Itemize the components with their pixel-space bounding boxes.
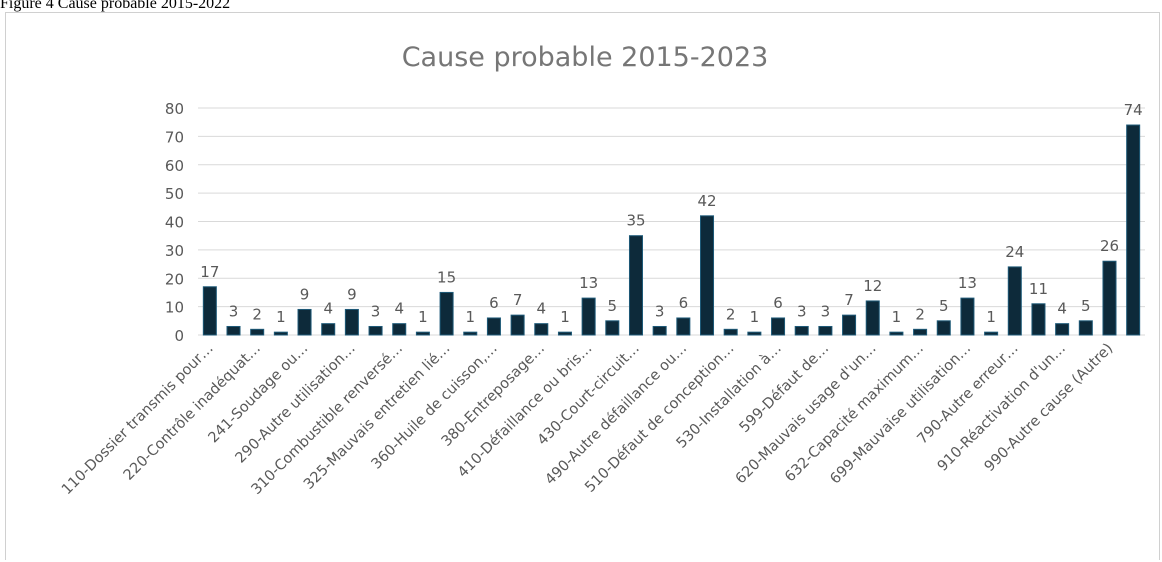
data-label: 11 bbox=[1029, 280, 1048, 298]
data-label: 3 bbox=[371, 302, 381, 320]
y-tick-label: 10 bbox=[165, 299, 184, 317]
data-label: 6 bbox=[489, 294, 499, 312]
bar bbox=[1102, 260, 1117, 336]
data-label: 1 bbox=[276, 308, 286, 326]
bar bbox=[1007, 266, 1022, 336]
data-label: 13 bbox=[958, 274, 977, 292]
chart-frame bbox=[5, 12, 1160, 560]
data-label: 1 bbox=[418, 308, 428, 326]
data-label: 5 bbox=[608, 297, 618, 315]
y-tick-label: 60 bbox=[165, 157, 184, 175]
bars bbox=[202, 124, 1141, 336]
data-label: 42 bbox=[697, 192, 716, 210]
data-label: 7 bbox=[513, 291, 523, 309]
bar bbox=[557, 331, 572, 336]
bar bbox=[226, 325, 241, 336]
bar bbox=[818, 325, 833, 336]
bar bbox=[628, 235, 643, 336]
x-axis-ticks: 110-Dossier transmis pour…220-Contrôle i… bbox=[59, 341, 1116, 499]
chart-title: Cause probable 2015-2023 bbox=[402, 42, 769, 73]
data-label: 4 bbox=[1057, 300, 1067, 318]
y-tick-label: 30 bbox=[165, 242, 184, 260]
data-label: 74 bbox=[1124, 101, 1143, 119]
data-label: 15 bbox=[437, 268, 456, 286]
bar bbox=[984, 331, 999, 336]
y-tick-label: 40 bbox=[165, 214, 184, 232]
bar bbox=[463, 331, 478, 336]
gridlines bbox=[198, 107, 1145, 336]
figure-caption: Figure 4 Cause probable 2015-2022 bbox=[0, 0, 231, 12]
bar bbox=[344, 308, 359, 336]
data-label: 7 bbox=[844, 291, 854, 309]
bar bbox=[865, 300, 880, 336]
data-label: 17 bbox=[200, 263, 219, 281]
bar bbox=[676, 317, 691, 336]
bar bbox=[273, 331, 288, 336]
bar bbox=[913, 328, 928, 336]
x-tick-label: 599-Défaut de… bbox=[737, 341, 833, 437]
y-tick-label: 70 bbox=[165, 128, 184, 146]
data-label: 6 bbox=[679, 294, 689, 312]
data-label: 3 bbox=[229, 302, 239, 320]
data-label: 3 bbox=[797, 302, 807, 320]
data-label: 2 bbox=[915, 305, 925, 323]
bar bbox=[1078, 320, 1093, 336]
data-label: 12 bbox=[863, 277, 882, 295]
y-tick-label: 20 bbox=[165, 270, 184, 288]
bar bbox=[700, 215, 715, 336]
data-label: 4 bbox=[537, 300, 547, 318]
data-label: 26 bbox=[1100, 237, 1119, 255]
bar bbox=[415, 331, 430, 336]
data-label: 1 bbox=[465, 308, 475, 326]
bar bbox=[842, 314, 857, 336]
data-label: 35 bbox=[626, 212, 645, 230]
bar bbox=[936, 320, 951, 336]
data-label: 13 bbox=[579, 274, 598, 292]
data-label: 1 bbox=[560, 308, 570, 326]
bar bbox=[1126, 124, 1141, 336]
data-label: 5 bbox=[1081, 297, 1091, 315]
bar bbox=[1055, 323, 1070, 336]
bar bbox=[297, 308, 312, 336]
data-label: 9 bbox=[347, 285, 357, 303]
bar bbox=[510, 314, 525, 336]
bar bbox=[439, 291, 454, 336]
bar bbox=[534, 323, 549, 336]
bar bbox=[250, 328, 265, 336]
bar bbox=[321, 323, 336, 336]
bar bbox=[605, 320, 620, 336]
bar bbox=[794, 325, 809, 336]
y-tick-label: 80 bbox=[165, 100, 184, 118]
bar bbox=[771, 317, 786, 336]
data-label: 4 bbox=[323, 300, 333, 318]
data-label: 24 bbox=[1005, 243, 1024, 261]
data-label: 2 bbox=[252, 305, 262, 323]
y-axis-ticks: 0 10 20 30 40 50 60 70 80 bbox=[165, 100, 184, 345]
bar bbox=[392, 323, 407, 336]
data-label: 1 bbox=[892, 308, 902, 326]
data-label: 6 bbox=[773, 294, 783, 312]
data-label: 3 bbox=[655, 302, 665, 320]
data-label: 5 bbox=[939, 297, 949, 315]
y-tick-label: 50 bbox=[165, 185, 184, 203]
bar bbox=[486, 317, 501, 336]
bar bbox=[368, 325, 383, 336]
data-label: 4 bbox=[394, 300, 404, 318]
bar bbox=[723, 328, 738, 336]
bar bbox=[202, 286, 217, 336]
data-label: 1 bbox=[986, 308, 996, 326]
data-label: 9 bbox=[300, 285, 310, 303]
data-label: 1 bbox=[750, 308, 760, 326]
bar bbox=[747, 331, 762, 336]
data-label: 2 bbox=[726, 305, 736, 323]
bar bbox=[1031, 303, 1046, 336]
data-label: 3 bbox=[821, 302, 831, 320]
bar bbox=[652, 325, 667, 336]
bar bbox=[889, 331, 904, 336]
bar bbox=[960, 297, 975, 336]
y-tick-label: 0 bbox=[174, 327, 184, 345]
bar bbox=[581, 297, 596, 336]
